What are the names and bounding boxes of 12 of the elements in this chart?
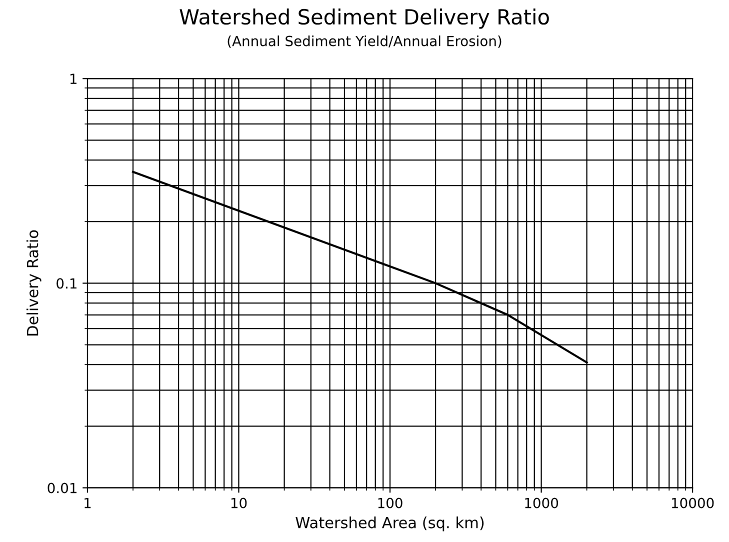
y-tick-label: 0.1 bbox=[56, 278, 76, 289]
y-axis-title: Delivery Ratio bbox=[26, 230, 42, 336]
chart-subtitle: (Annual Sediment Yield/Annual Erosion) bbox=[228, 36, 502, 48]
y-tick-label: 0.01 bbox=[48, 482, 76, 494]
x-tick-label: 100 bbox=[378, 498, 402, 508]
x-tick-label: 1 bbox=[84, 498, 91, 508]
chart-title: Watershed Sediment Delivery Ratio bbox=[180, 8, 549, 29]
y-tick-label: 1 bbox=[70, 74, 76, 84]
x-tick-label: 10000 bbox=[672, 498, 714, 508]
x-tick-label: 1000 bbox=[525, 498, 558, 508]
x-axis-title: Watershed Area (sq. km) bbox=[296, 516, 484, 532]
x-tick-label: 10 bbox=[231, 498, 247, 508]
